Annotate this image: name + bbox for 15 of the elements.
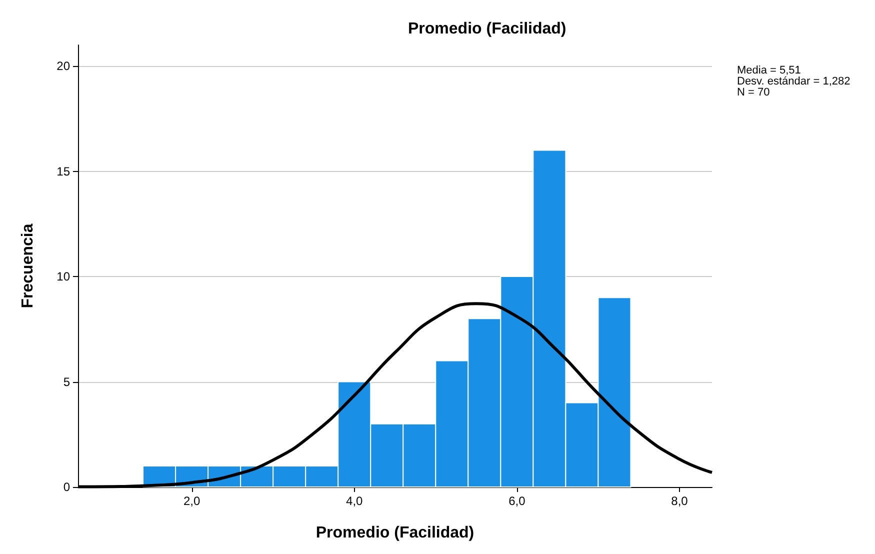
text: Media = 5,51 xyxy=(737,64,801,76)
chart-title: Promedio (Facilidad) xyxy=(408,20,566,38)
x-tick-label: 2,0 xyxy=(183,494,200,508)
y-tick-label: 0 xyxy=(63,480,70,494)
x-tick-label: 8,0 xyxy=(671,494,688,508)
text: N = 70 xyxy=(737,86,770,98)
x-axis-title: Promedio (Facilidad) xyxy=(316,524,474,542)
x-tick-label: 6,0 xyxy=(508,494,526,508)
y-tick-label: 20 xyxy=(56,59,70,74)
y-tick-label: 10 xyxy=(56,270,70,284)
text: Desv. estándar = 1,282 xyxy=(737,76,850,88)
y-tick-label: 5 xyxy=(63,374,70,389)
x-tick-label: 4,0 xyxy=(346,494,364,508)
y-axis-title: Frecuencia xyxy=(20,224,36,308)
y-tick-label: 15 xyxy=(56,164,70,178)
